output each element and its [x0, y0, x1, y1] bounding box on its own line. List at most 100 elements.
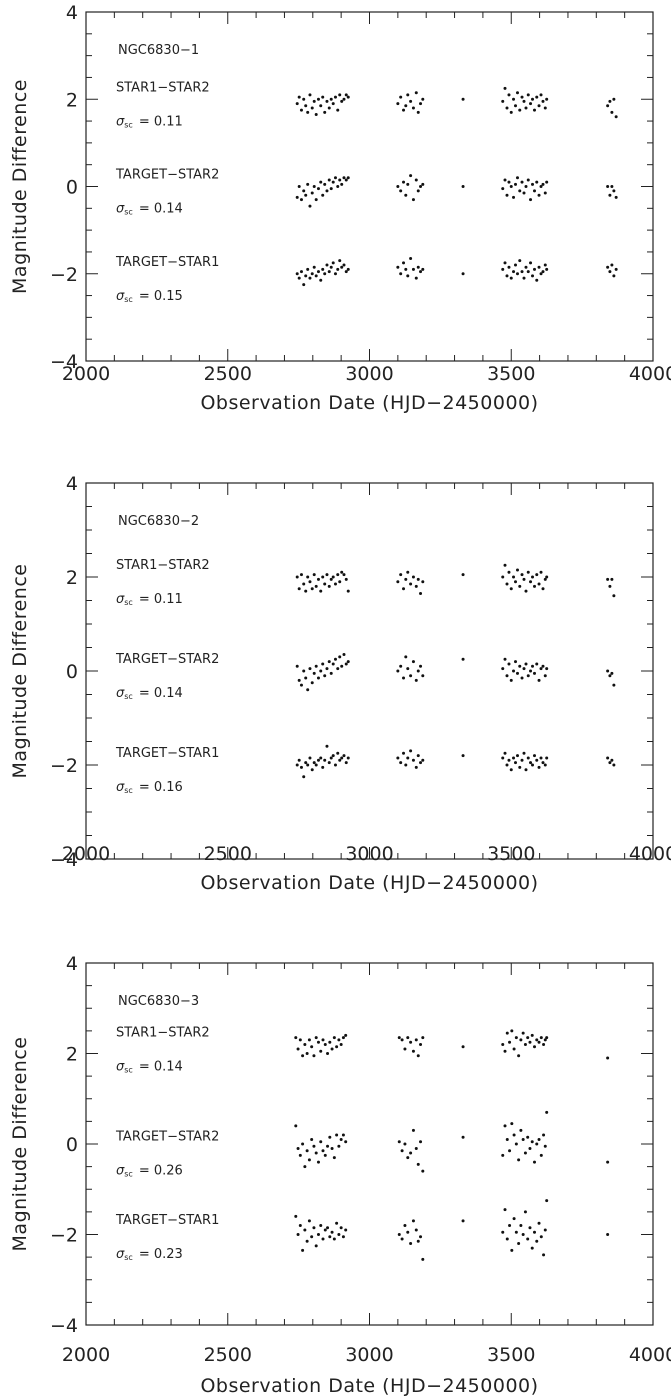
data-point: [421, 758, 425, 762]
data-point: [542, 1133, 546, 1137]
data-point: [396, 102, 400, 106]
data-point: [543, 191, 547, 195]
data-point: [532, 1045, 536, 1049]
data-point: [404, 193, 408, 197]
data-point: [402, 751, 406, 755]
data-point: [461, 1045, 465, 1049]
data-point: [338, 93, 342, 97]
data-point: [409, 582, 413, 586]
data-point: [335, 1045, 339, 1049]
data-point: [319, 180, 323, 184]
data-point: [306, 110, 310, 114]
y-tick-label: 0: [66, 1134, 78, 1156]
data-point: [521, 1233, 525, 1236]
data-point: [517, 1242, 521, 1246]
data-point: [545, 180, 549, 184]
data-point: [305, 1149, 309, 1153]
x-tick-label: 4000: [629, 363, 671, 385]
data-point: [507, 265, 511, 269]
data-point: [314, 113, 318, 117]
data-point: [535, 95, 539, 99]
data-point: [419, 664, 423, 668]
data-point: [522, 276, 526, 280]
data-point: [541, 761, 545, 765]
data-point: [342, 263, 346, 267]
data-point: [302, 97, 306, 101]
data-point: [303, 1165, 307, 1169]
data-point: [532, 584, 536, 588]
data-point: [539, 1036, 543, 1040]
series-label: TARGET−STAR1: [115, 255, 219, 270]
data-point: [501, 1230, 505, 1234]
data-point: [342, 754, 346, 758]
data-point: [319, 669, 323, 673]
data-point: [537, 193, 541, 197]
y-tick-label: −4: [50, 351, 78, 373]
data-point: [304, 761, 308, 765]
data-point: [411, 106, 415, 110]
data-point: [539, 570, 543, 574]
data-point: [316, 97, 320, 101]
data-point: [517, 1158, 521, 1162]
data-point: [519, 1128, 523, 1132]
data-point: [306, 763, 310, 767]
data-point: [535, 1038, 539, 1042]
data-point: [612, 274, 616, 278]
plot-frame: [85, 482, 654, 860]
data-point: [514, 1036, 518, 1040]
data-point: [397, 1036, 401, 1040]
data-point: [310, 1235, 314, 1239]
data-point: [306, 575, 310, 579]
data-point: [515, 754, 519, 758]
data-point: [503, 86, 507, 90]
data-point: [338, 758, 342, 762]
data-point: [314, 1151, 318, 1155]
sigma-label: σsc = 0.14: [116, 202, 183, 217]
data-point: [606, 1056, 610, 1060]
data-point: [512, 195, 516, 199]
x-axis-label: Observation Date (HJD−2450000): [200, 392, 538, 414]
data-point: [514, 104, 518, 108]
data-point: [537, 765, 541, 769]
data-point: [310, 768, 314, 772]
data-point: [515, 671, 519, 675]
data-point: [336, 573, 340, 577]
data-point: [340, 756, 344, 760]
data-point: [421, 182, 425, 186]
data-point: [327, 270, 331, 274]
data-point: [323, 182, 327, 186]
data-point: [396, 265, 400, 269]
data-point: [501, 667, 505, 671]
data-point: [331, 180, 335, 184]
data-point: [340, 570, 344, 574]
x-tick-label: 3000: [345, 843, 393, 865]
data-point: [409, 1040, 413, 1044]
data-point: [537, 1040, 541, 1044]
data-point: [306, 267, 310, 271]
data-point: [310, 1137, 314, 1141]
data-point: [310, 681, 314, 685]
data-point: [414, 765, 418, 769]
data-point: [520, 180, 524, 184]
data-point: [512, 756, 516, 760]
data-point: [461, 1219, 465, 1223]
data-point: [518, 664, 522, 668]
data-point: [539, 1235, 543, 1239]
series-label: TARGET−STAR2: [115, 1130, 219, 1145]
data-point: [510, 1248, 514, 1252]
data-point: [327, 660, 331, 664]
data-point: [344, 662, 348, 666]
data-point: [297, 95, 301, 99]
data-point: [328, 1135, 332, 1139]
data-point: [323, 1153, 327, 1157]
y-tick-label: 2: [66, 1044, 78, 1066]
data-point: [514, 1142, 518, 1146]
data-point: [396, 580, 400, 584]
data-point: [539, 1153, 543, 1157]
y-tick-label: −2: [50, 264, 78, 286]
data-point: [400, 1038, 404, 1042]
data-point: [299, 270, 303, 274]
data-point: [545, 667, 549, 671]
data-point: [606, 185, 610, 188]
data-point: [419, 1042, 423, 1046]
